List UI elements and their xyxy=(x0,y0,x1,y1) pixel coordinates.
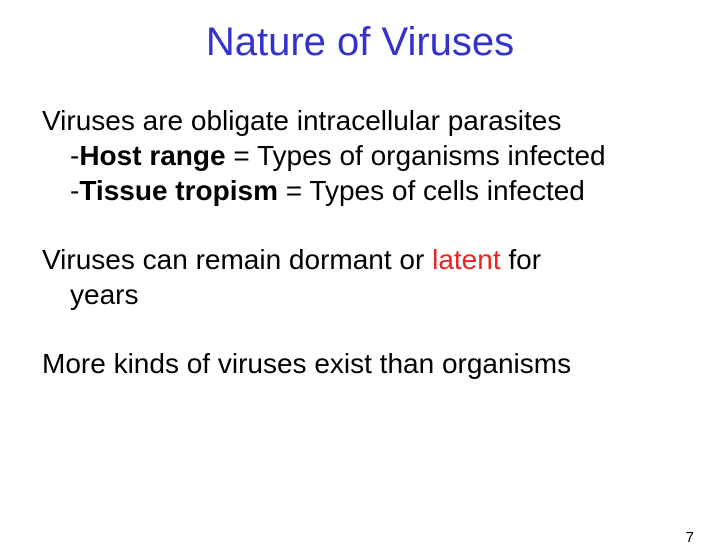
para1-line2-rest: = Types of organisms infected xyxy=(226,140,606,171)
slide-body: Viruses are obligate intracellular paras… xyxy=(0,103,720,381)
slide-title: Nature of Viruses xyxy=(0,20,720,65)
para1-line3-prefix: - xyxy=(70,175,79,206)
para1-line3: -Tissue tropism = Types of cells infecte… xyxy=(42,173,678,208)
paragraph-1: Viruses are obligate intracellular paras… xyxy=(42,103,678,208)
para2-post: for xyxy=(501,244,541,275)
para1-line2-term: Host range xyxy=(79,140,225,171)
para1-line3-rest: = Types of cells infected xyxy=(278,175,585,206)
para1-line2-prefix: - xyxy=(70,140,79,171)
para2-highlight: latent xyxy=(432,244,501,275)
para2-line2: years xyxy=(42,277,678,312)
para1-line3-term: Tissue tropism xyxy=(79,175,278,206)
para2-pre: Viruses can remain dormant or xyxy=(42,244,432,275)
para1-line2: -Host range = Types of organisms infecte… xyxy=(42,138,678,173)
para2-line1: Viruses can remain dormant or latent for xyxy=(42,242,678,277)
para1-line1: Viruses are obligate intracellular paras… xyxy=(42,103,678,138)
paragraph-2: Viruses can remain dormant or latent for… xyxy=(42,242,678,312)
paragraph-3: More kinds of viruses exist than organis… xyxy=(42,346,678,381)
page-number: 7 xyxy=(686,529,694,546)
